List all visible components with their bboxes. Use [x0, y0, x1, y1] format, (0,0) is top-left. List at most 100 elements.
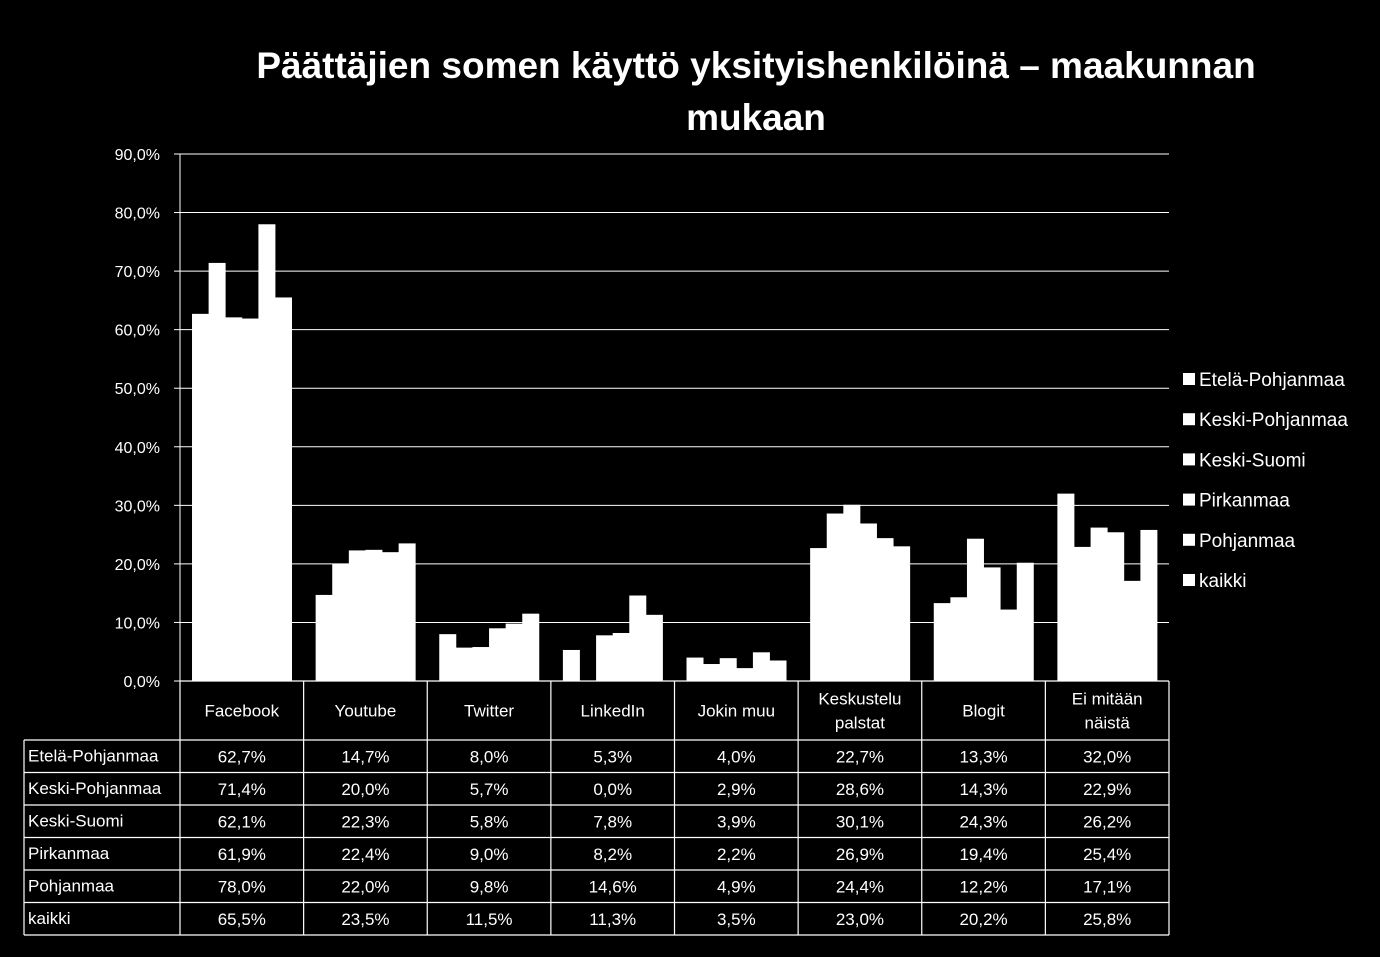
- bar: [933, 603, 951, 681]
- data-table: Facebook Youtube Twitter LinkedIn Jokin muu K…: [23, 680, 1170, 936]
- bar: [769, 660, 787, 681]
- table-cell-value: 5,8%: [470, 812, 509, 831]
- bar: [612, 632, 630, 681]
- table-cell-value: 0,0%: [593, 780, 632, 799]
- bar: [1107, 532, 1125, 681]
- table-row-label: Etelä-Pohjanmaa: [28, 746, 159, 765]
- table-cell-value: 2,9%: [717, 780, 756, 799]
- table-cell-value: 62,1%: [218, 812, 266, 831]
- legend-label: kaikki: [1199, 571, 1247, 592]
- bar: [315, 594, 333, 681]
- category-label: palstat: [835, 714, 885, 733]
- bar: [810, 548, 828, 681]
- table-cell-value: 8,2%: [593, 845, 632, 864]
- table-cell-value: 7,8%: [593, 812, 632, 831]
- table-cell-value: 26,2%: [1083, 812, 1131, 831]
- table-cell-value: 22,0%: [341, 877, 389, 896]
- category-label: Ei mitään: [1072, 690, 1143, 709]
- bar: [258, 224, 276, 681]
- bar: [752, 652, 770, 681]
- legend-label: Keski-Suomi: [1199, 450, 1306, 471]
- table-cell-value: 5,3%: [593, 747, 632, 766]
- category-label: LinkedIn: [581, 702, 645, 721]
- bar: [1090, 527, 1108, 681]
- table-cell-value: 9,0%: [470, 845, 509, 864]
- bar: [596, 635, 614, 681]
- category-label: Keskustelu: [818, 690, 901, 709]
- bar: [950, 597, 968, 681]
- table-cell-value: 25,4%: [1083, 845, 1131, 864]
- category-label: Youtube: [335, 702, 397, 721]
- table-cell-value: 17,1%: [1083, 877, 1131, 896]
- bar: [645, 614, 663, 681]
- legend: Etelä-Pohjanmaa Keski-Pohjanmaa Keski-Suom…: [1183, 370, 1348, 592]
- table-cell-value: 4,9%: [717, 877, 756, 896]
- table-cell-value: 11,3%: [589, 910, 636, 929]
- table-cell-value: 32,0%: [1083, 747, 1131, 766]
- table-cell-value: 23,5%: [341, 910, 389, 929]
- table-cell-value: 9,8%: [470, 877, 509, 896]
- legend-label: Pohjanmaa: [1199, 531, 1296, 552]
- bar: [1123, 580, 1141, 681]
- bar: [455, 647, 473, 681]
- table-cell-value: 71,4%: [218, 780, 266, 799]
- bar: [826, 513, 844, 681]
- table-cell-value: 22,4%: [341, 845, 389, 864]
- bar: [241, 318, 259, 681]
- table-cell-value: 2,2%: [717, 845, 756, 864]
- table-cell-value: 30,1%: [836, 812, 884, 831]
- legend-swatch: [1183, 453, 1195, 466]
- bar: [629, 595, 647, 681]
- table-row-label: Keski-Pohjanmaa: [28, 779, 162, 798]
- bar: [859, 523, 877, 681]
- bar: [208, 262, 226, 681]
- legend-swatch: [1183, 574, 1195, 586]
- legend-label: Etelä-Pohjanmaa: [1199, 370, 1345, 391]
- category-label: Facebook: [204, 702, 279, 721]
- legend-swatch: [1183, 493, 1195, 506]
- bar: [1140, 529, 1158, 681]
- bar: [332, 563, 350, 681]
- bar: [703, 664, 721, 681]
- bar: [736, 668, 754, 681]
- bar: [348, 550, 366, 681]
- bar: [719, 658, 737, 681]
- table-cell-value: 3,5%: [717, 910, 756, 929]
- table-cell-value: 14,7%: [341, 747, 389, 766]
- table-cell-value: 14,6%: [589, 877, 637, 896]
- y-tick-label: 50,0%: [115, 381, 160, 398]
- bar: [1000, 609, 1018, 681]
- y-tick-label: 40,0%: [115, 440, 160, 457]
- bar: [398, 543, 416, 681]
- bar: [686, 657, 704, 681]
- category-label: Blogit: [962, 702, 1005, 721]
- table-cell-value: 25,8%: [1083, 910, 1131, 929]
- table-cell-value: 5,7%: [470, 780, 509, 799]
- bar: [225, 317, 243, 681]
- table-cell-value: 11,5%: [466, 910, 513, 929]
- bar: [893, 546, 911, 681]
- bar: [275, 297, 293, 681]
- table-row-label: kaikki: [28, 909, 71, 928]
- table-row-label: Pirkanmaa: [28, 844, 110, 863]
- category-label: Twitter: [464, 702, 514, 721]
- table-cell-value: 12,2%: [959, 877, 1007, 896]
- bar: [522, 613, 540, 681]
- legend-swatch: [1183, 533, 1195, 546]
- y-tick-label: 30,0%: [115, 498, 160, 515]
- bar: [1057, 493, 1075, 681]
- table-cell-value: 22,9%: [1083, 780, 1131, 799]
- table-cell-value: 14,3%: [959, 780, 1007, 799]
- bar: [505, 623, 523, 681]
- bar: [365, 549, 383, 681]
- bar: [843, 504, 861, 681]
- bar: [439, 634, 457, 681]
- plot-area: 0,0% 10,0% 20,0% 30,0% 40,0% 50,0% 60,0% 70,0% 8…: [115, 147, 1169, 691]
- y-tick-label: 90,0%: [115, 147, 160, 164]
- bar: [382, 552, 400, 681]
- legend-label: Keski-Pohjanmaa: [1199, 410, 1348, 431]
- table-cell-value: 26,9%: [836, 845, 884, 864]
- table-cell-value: 78,0%: [218, 877, 266, 896]
- table-cell-value: 22,3%: [341, 812, 389, 831]
